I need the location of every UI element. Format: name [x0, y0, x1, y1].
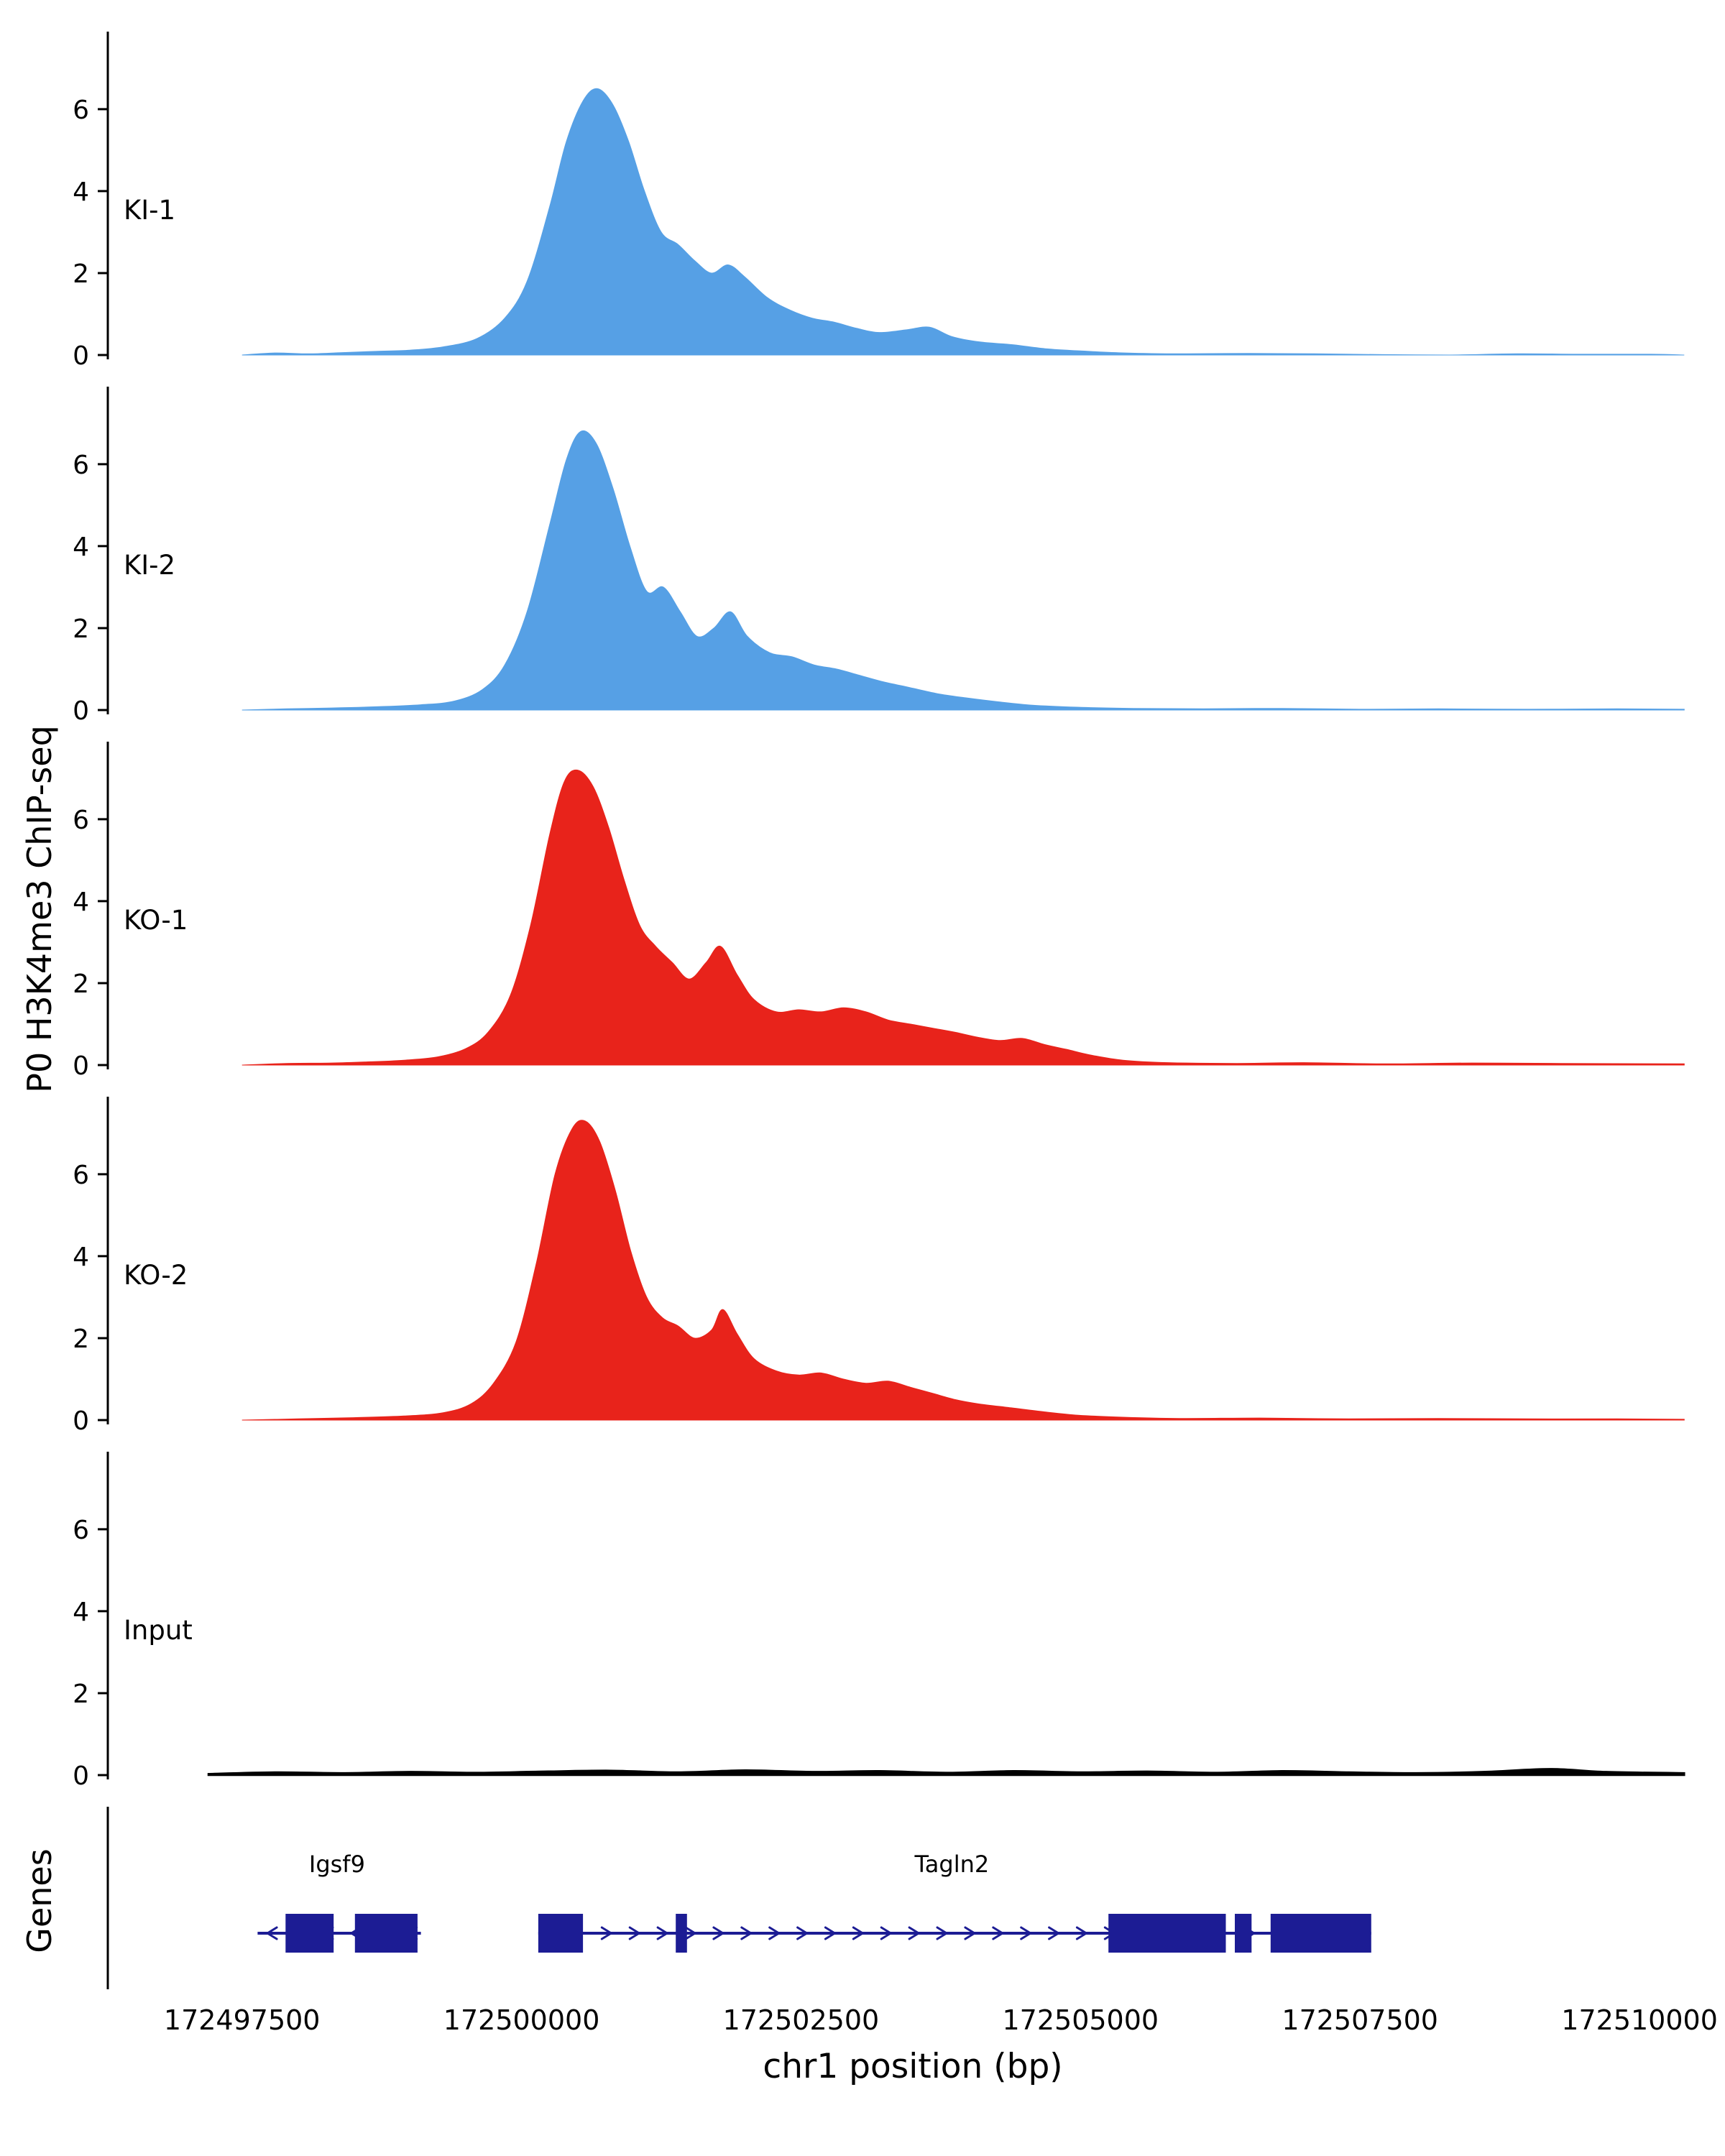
- strand-arrow-icon: [936, 1926, 948, 1940]
- track-panel-ki-1: 0 2 4 6 KI-1: [73, 32, 1685, 371]
- coverage-area-ki-2: [242, 430, 1685, 711]
- genes-track-svg: Igsf9 Tagln2: [106, 1807, 1371, 1989]
- y-tick-label: 2: [73, 1325, 89, 1354]
- strand-arrow-icon: [628, 1926, 640, 1940]
- coverage-area-ko-1: [242, 769, 1685, 1066]
- strand-arrow-icon: [1020, 1926, 1032, 1940]
- y-tick-label: 2: [73, 1680, 89, 1709]
- track-label-ko-2: KO-2: [124, 1260, 188, 1291]
- strand-arrow-icon: [684, 1926, 696, 1940]
- track-label-ko-1: KO-1: [124, 905, 188, 936]
- strand-arrow-icon: [656, 1926, 668, 1940]
- strand-arrow-icon: [852, 1926, 864, 1940]
- y-tick-label: 6: [73, 96, 89, 125]
- strand-arrow-icon: [880, 1926, 892, 1940]
- x-axis-tick-labels: 172497500 172500000 172502500 172505000 1725…: [0, 1998, 1725, 2041]
- strand-arrow-icon: [992, 1926, 1004, 1940]
- track-label-ki-1: KI-1: [124, 195, 175, 226]
- track-panel-input: 0 2 4 6 Input: [73, 1452, 1685, 1791]
- y-tick-label: 4: [73, 178, 89, 207]
- y-tick-label: 4: [73, 888, 89, 917]
- tracks-container: 0 2 4 6 KI-1 0 2 4 6 KI-2 0 2 4 6 KO-1 0 2 4 6 KO-2 0 2 4 6 Inpu…: [0, 22, 1725, 1797]
- coverage-area-ki-1: [242, 88, 1685, 356]
- exon-tagln2: [1235, 1914, 1252, 1953]
- strand-arrow-icon: [908, 1926, 920, 1940]
- y-tick-label: 0: [73, 341, 89, 371]
- exon-tagln2: [676, 1914, 687, 1953]
- y-tick-label: 6: [73, 1516, 89, 1545]
- exon-igsf9: [354, 1914, 418, 1953]
- x-tick-label: 172510000: [1561, 2004, 1718, 2036]
- exon-tagln2: [538, 1914, 584, 1953]
- strand-arrow-icon: [1075, 1926, 1087, 1940]
- exon-tagln2: [1108, 1914, 1226, 1953]
- x-tick-label: 172500000: [443, 2004, 600, 2036]
- track-panel-ko-2: 0 2 4 6 KO-2: [73, 1097, 1685, 1436]
- y-tick-label: 6: [73, 451, 89, 480]
- strand-arrow-icon: [712, 1926, 724, 1940]
- x-axis-svg: 172497500 172500000 172502500 172505000 1725…: [164, 2004, 1718, 2036]
- x-tick-label: 172502500: [723, 2004, 880, 2036]
- strand-arrow-icon: [768, 1926, 781, 1940]
- exon-igsf9: [285, 1914, 334, 1953]
- track-panel-ko-1: 0 2 4 6 KO-1: [73, 742, 1685, 1081]
- y-tick-label: 2: [73, 969, 89, 999]
- strand-arrow-icon: [964, 1926, 976, 1940]
- strand-arrow-icon: [1048, 1926, 1060, 1940]
- y-tick-label: 6: [73, 806, 89, 835]
- y-tick-label: 4: [73, 1598, 89, 1627]
- y-tick-label: 0: [73, 696, 89, 726]
- y-tick-label: 0: [73, 1051, 89, 1081]
- y-tick-label: 0: [73, 1406, 89, 1436]
- strand-arrow-icon: [266, 1926, 278, 1940]
- strand-arrow-icon: [796, 1926, 809, 1940]
- exon-tagln2: [1270, 1914, 1371, 1953]
- coverage-area-ko-2: [242, 1120, 1685, 1421]
- coverage-area-input: [207, 1768, 1685, 1777]
- y-tick-label: 2: [73, 614, 89, 644]
- y-tick-label: 4: [73, 533, 89, 562]
- x-tick-label: 172497500: [164, 2004, 321, 2036]
- strand-arrow-icon: [740, 1926, 753, 1940]
- y-tick-label: 2: [73, 259, 89, 289]
- x-axis-title: chr1 position (bp): [763, 2047, 1063, 2086]
- genes-panel: Igsf9 Tagln2: [0, 1797, 1725, 1998]
- gene-name-tagln2: Tagln2: [914, 1851, 990, 1878]
- track-label-input: Input: [124, 1615, 193, 1646]
- y-tick-label: 6: [73, 1161, 89, 1190]
- y-tick-label: 4: [73, 1243, 89, 1272]
- x-tick-label: 172505000: [1003, 2004, 1159, 2036]
- strand-arrow-icon: [600, 1926, 612, 1940]
- y-tick-label: 0: [73, 1761, 89, 1791]
- x-tick-label: 172507500: [1282, 2004, 1438, 2036]
- strand-arrow-icon: [824, 1926, 836, 1940]
- track-label-ki-2: KI-2: [124, 550, 175, 581]
- gene-name-igsf9: Igsf9: [309, 1851, 365, 1878]
- track-panel-ki-2: 0 2 4 6 KI-2: [73, 387, 1685, 726]
